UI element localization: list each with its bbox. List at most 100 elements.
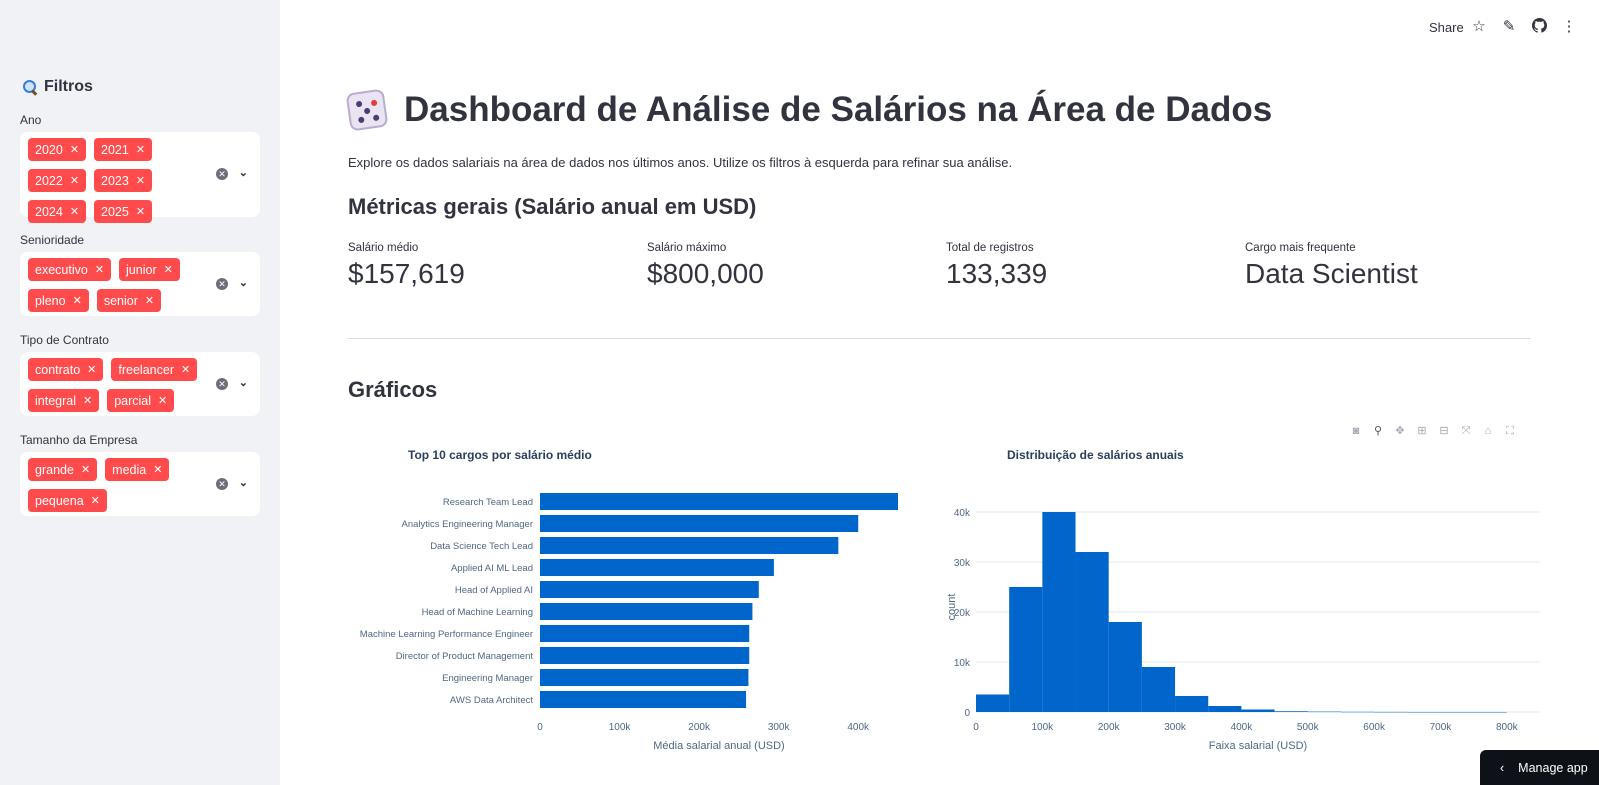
chip-contrato[interactable]: integral ✕ [28, 389, 100, 412]
chevron-down-icon[interactable]: ⌄ [238, 277, 248, 289]
chevron-down-icon[interactable]: ⌄ [238, 377, 248, 389]
zoom-in-icon[interactable]: ⊞ [1417, 425, 1427, 437]
category-label: Engineering Manager [442, 673, 533, 684]
remove-icon[interactable]: ✕ [158, 395, 168, 407]
histogram-bar [1374, 711, 1408, 713]
category-label: Head of Machine Learning [422, 607, 533, 618]
chip-ano[interactable]: 2020 ✕ [28, 138, 87, 161]
histogram-bar [1241, 709, 1275, 712]
chip-label: integral [35, 393, 76, 408]
star-icon[interactable]: ☆ [1472, 18, 1486, 35]
zoom-icon[interactable]: ⚲ [1373, 425, 1383, 437]
x-tick-label: 600k [1363, 722, 1386, 733]
chart-title: Top 10 cargos por salário médio [408, 448, 592, 462]
histogram-bar [1042, 512, 1076, 712]
sidebar-title: Filtros [22, 78, 93, 96]
metric-label: Total de registros [946, 242, 1034, 254]
camera-icon[interactable]: ◙ [1352, 425, 1360, 437]
remove-icon[interactable]: ✕ [80, 464, 91, 476]
remove-icon[interactable]: ✕ [94, 264, 105, 276]
chip-tamanho[interactable]: grande ✕ [28, 458, 98, 481]
histogram-bar [1407, 711, 1441, 713]
clear-all-icon[interactable]: ✕ [216, 278, 228, 290]
remove-icon[interactable]: ✕ [87, 364, 97, 376]
chip-label: media [112, 462, 147, 477]
remove-icon[interactable]: ✕ [69, 175, 80, 187]
chip-senioridade[interactable]: pleno ✕ [28, 289, 89, 312]
chip-ano[interactable]: 2025 ✕ [94, 200, 153, 223]
chip-senioridade[interactable]: senior ✕ [96, 289, 162, 312]
y-tick-label: 10k [954, 658, 971, 669]
fullscreen-icon[interactable]: ⛶ [1506, 425, 1514, 437]
bar [540, 515, 859, 532]
multiselect-ano[interactable]: 2020 ✕ 2021 ✕ 2022 ✕ 2023 ✕ 2024 ✕ 2025 ✕ ✕ ⌄ [20, 132, 260, 223]
chip-contrato[interactable]: parcial ✕ [107, 389, 175, 412]
category-label: AWS Data Architect [450, 695, 533, 706]
chip-list: grande ✕ media ✕ pequena ✕ [28, 458, 210, 512]
metric-value: $800,000 [647, 258, 764, 289]
remove-icon[interactable]: ✕ [135, 144, 146, 156]
chip-label: 2020 [35, 142, 63, 157]
manage-app-button[interactable]: ‹ Manage app [1480, 750, 1599, 785]
x-tick-label: 300k [1164, 722, 1187, 733]
chip-ano[interactable]: 2022 ✕ [28, 169, 87, 192]
histogram-bar [1440, 711, 1474, 713]
chip-label: 2021 [101, 142, 129, 157]
edit-icon[interactable]: ✎ [1502, 18, 1516, 35]
histogram-bar [1340, 711, 1375, 713]
bar [540, 691, 747, 708]
charts-heading: Gráficos [348, 377, 438, 402]
zoom-out-icon[interactable]: ⊟ [1439, 425, 1449, 437]
chip-ano[interactable]: 2024 ✕ [28, 200, 87, 223]
chip-senioridade[interactable]: junior ✕ [119, 258, 180, 281]
remove-icon[interactable]: ✕ [83, 395, 93, 407]
remove-icon[interactable]: ✕ [153, 464, 163, 476]
dice-icon [345, 88, 389, 132]
bar-chart: 0 100k 200k 300k 400k Research Team Lead Analy… [360, 493, 898, 752]
clear-all-icon[interactable]: ✕ [216, 478, 228, 490]
remove-icon[interactable]: ✕ [180, 364, 191, 376]
intro-text: Explore os dados salariais na área de da… [348, 155, 1013, 170]
multiselect-senioridade[interactable]: executivo ✕ junior ✕ pleno ✕ senior ✕ ✕ ⌄ [20, 252, 260, 316]
clear-all-icon[interactable]: ✕ [216, 378, 228, 390]
remove-icon[interactable]: ✕ [72, 295, 82, 307]
remove-icon[interactable]: ✕ [69, 144, 80, 156]
share-button[interactable]: Share [1429, 20, 1464, 35]
remove-icon[interactable]: ✕ [163, 264, 173, 276]
multiselect-contrato[interactable]: contrato ✕ freelancer ✕ integral ✕ parcial ✕… [20, 352, 260, 416]
histogram-bar [1075, 552, 1109, 712]
x-tick-label: 400k [1231, 722, 1254, 733]
divider [348, 338, 1531, 339]
home-icon[interactable]: ⌂ [1484, 425, 1492, 437]
chip-contrato[interactable]: freelancer ✕ [111, 358, 198, 381]
chip-label: freelancer [118, 362, 174, 377]
chevron-down-icon[interactable]: ⌄ [238, 477, 248, 489]
remove-icon[interactable]: ✕ [135, 175, 146, 187]
category-label: Analytics Engineering Manager [402, 519, 534, 530]
chip-label: executivo [35, 262, 88, 277]
chip-label: grande [35, 462, 74, 477]
remove-icon[interactable]: ✕ [144, 295, 155, 307]
pan-icon[interactable]: ✥ [1395, 425, 1405, 437]
github-icon[interactable] [1530, 18, 1548, 36]
chip-label: 2025 [101, 204, 129, 219]
multiselect-tamanho[interactable]: grande ✕ media ✕ pequena ✕ ✕ ⌄ [20, 452, 260, 516]
remove-icon[interactable]: ✕ [90, 495, 100, 507]
bar [540, 647, 750, 664]
histogram-bar [1175, 696, 1209, 712]
chip-senioridade[interactable]: executivo ✕ [28, 258, 112, 281]
chip-tamanho[interactable]: media ✕ [105, 458, 170, 481]
chip-tamanho[interactable]: pequena ✕ [28, 489, 107, 512]
chevron-down-icon[interactable]: ⌄ [238, 167, 248, 179]
chip-ano[interactable]: 2023 ✕ [94, 169, 153, 192]
chip-label: 2024 [35, 204, 63, 219]
chip-contrato[interactable]: contrato ✕ [28, 358, 104, 381]
chevron-left-icon: ‹ [1500, 760, 1505, 775]
remove-icon[interactable]: ✕ [69, 206, 80, 218]
chip-list: executivo ✕ junior ✕ pleno ✕ senior ✕ [28, 258, 210, 312]
more-menu-icon[interactable]: ⋮ [1561, 18, 1577, 35]
autoscale-icon[interactable]: ⤧ [1461, 425, 1471, 437]
clear-all-icon[interactable]: ✕ [216, 168, 228, 180]
remove-icon[interactable]: ✕ [135, 206, 146, 218]
chip-ano[interactable]: 2021 ✕ [94, 138, 153, 161]
